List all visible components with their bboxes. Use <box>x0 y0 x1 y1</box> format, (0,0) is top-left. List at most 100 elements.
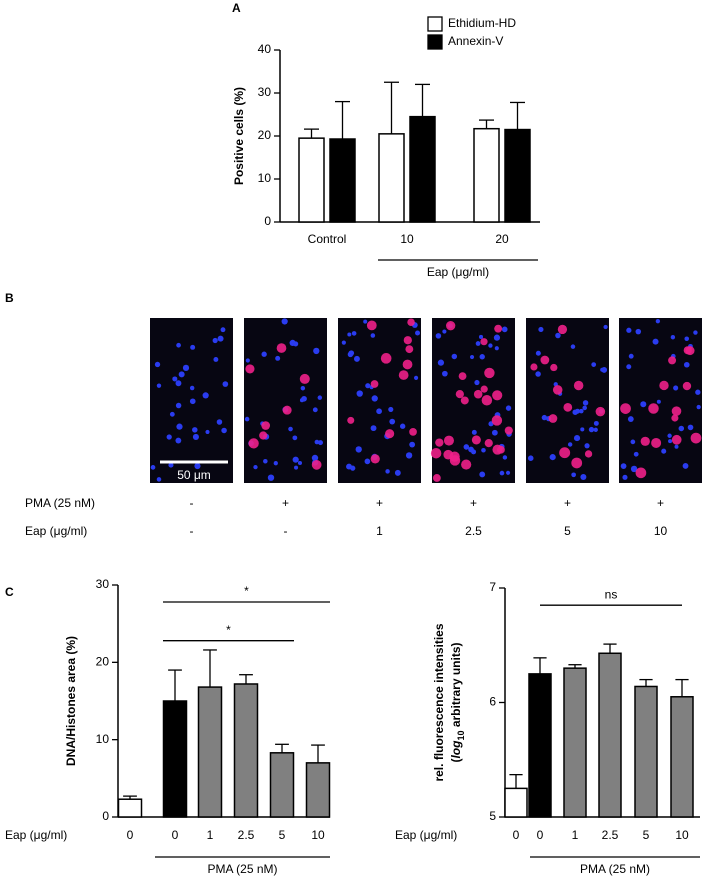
nucleus <box>213 357 219 362</box>
net-cell <box>261 421 271 430</box>
net-cell <box>671 406 682 416</box>
y-tick-label: 6 <box>489 695 496 709</box>
nucleus <box>166 434 172 440</box>
net-cell <box>446 321 456 331</box>
nucleus <box>527 455 534 461</box>
nucleus <box>409 441 416 448</box>
net-cell <box>370 380 379 388</box>
condition-value: 2.5 <box>465 524 482 538</box>
nucleus <box>154 361 161 368</box>
nucleus <box>220 327 226 333</box>
nucleus <box>481 447 486 453</box>
y-axis-label-part: 10 <box>456 731 466 741</box>
nucleus <box>176 342 181 348</box>
micrograph <box>150 318 233 483</box>
nucleus <box>684 336 690 342</box>
nucleus <box>168 462 174 468</box>
nucleus <box>389 418 396 425</box>
nucleus <box>178 371 185 378</box>
nucleus <box>281 318 288 325</box>
nucleus <box>667 433 672 438</box>
net-cell <box>659 380 669 391</box>
net-cell <box>480 385 488 393</box>
legend-swatch <box>427 34 443 50</box>
nucleus <box>535 371 541 377</box>
net-cell <box>484 367 495 379</box>
nucleus <box>355 446 362 453</box>
net-cell <box>491 415 503 426</box>
net-cell <box>435 438 444 447</box>
nucleus <box>693 330 698 335</box>
nucleus <box>347 332 352 337</box>
significance-label: ns <box>605 587 618 601</box>
nucleus <box>471 429 477 435</box>
nucleus <box>478 334 484 339</box>
nucleus <box>668 439 673 444</box>
net-cell <box>245 364 255 374</box>
nucleus <box>627 416 634 422</box>
nucleus <box>469 354 475 360</box>
x-tick-label: 2.5 <box>238 828 255 842</box>
nucleus <box>538 326 544 333</box>
significance-label: * <box>226 623 231 637</box>
net-cell <box>635 467 647 479</box>
row-label: Eap (μg/ml) <box>5 828 67 842</box>
micrograph <box>619 318 702 483</box>
nucleus <box>479 471 486 478</box>
y-axis-label: DNA/Histones area (%) <box>64 636 78 766</box>
bar <box>378 133 405 223</box>
bar <box>670 696 694 818</box>
nucleus <box>499 470 505 476</box>
nucleus <box>172 376 178 382</box>
net-cell <box>407 318 415 326</box>
x-tick-label: 2.5 <box>602 828 619 842</box>
net-cell <box>651 437 662 448</box>
nucleus <box>501 326 508 333</box>
nucleus <box>175 380 182 387</box>
nucleus <box>603 324 608 330</box>
nucleus <box>505 405 512 411</box>
bar <box>269 752 295 818</box>
net-cell <box>550 363 558 372</box>
nucleus <box>300 385 306 391</box>
condition-value: + <box>470 496 477 510</box>
nucleus <box>244 416 250 422</box>
net-cell <box>494 324 503 333</box>
x-tick-label: 10 <box>311 828 325 842</box>
nucleus <box>635 328 642 335</box>
net-cell <box>690 432 702 444</box>
nucleus <box>370 425 377 432</box>
nucleus <box>601 367 608 373</box>
net-cell <box>311 460 322 470</box>
nucleus <box>175 402 182 409</box>
nucleus <box>192 433 199 441</box>
condition-value: + <box>376 496 383 510</box>
y-axis-label-part: arbitrary units) <box>449 642 463 730</box>
nucleus <box>593 420 599 426</box>
condition-value: 5 <box>564 524 571 538</box>
net-cell <box>530 363 538 371</box>
condition-label: PMA (25 nM) <box>25 496 95 510</box>
nucleus <box>695 389 701 395</box>
x-tick-label: 0 <box>537 828 544 842</box>
condition-value: 10 <box>654 524 668 538</box>
nucleus <box>573 435 581 442</box>
nucleus <box>156 383 162 388</box>
nucleus <box>364 458 371 465</box>
nucleus <box>451 353 458 360</box>
bar <box>298 137 325 223</box>
nucleus <box>313 347 320 355</box>
x-tick-label: 5 <box>643 828 650 842</box>
bar <box>329 138 356 223</box>
nucleus <box>633 451 639 457</box>
y-axis-label: Positive cells (%) <box>232 87 246 185</box>
nucleus <box>541 414 548 421</box>
nucleus <box>626 327 632 333</box>
net-cell <box>443 449 454 460</box>
y-tick-label: 0 <box>102 809 109 823</box>
nucleus <box>502 455 508 460</box>
x-tick-label: 10 <box>400 232 414 246</box>
net-cell <box>668 356 677 365</box>
nucleus <box>261 351 267 357</box>
